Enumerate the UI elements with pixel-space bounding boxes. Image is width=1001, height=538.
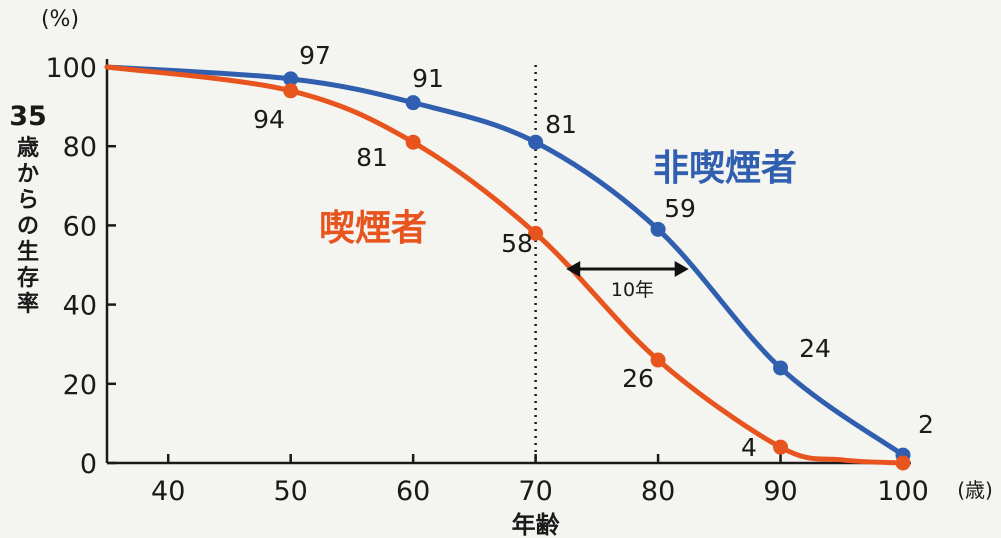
y-axis-title-char: の <box>17 214 39 239</box>
series-name-smoker: 喫煙者 <box>319 208 427 249</box>
x-tick-label: 70 <box>518 476 552 507</box>
data-label: 81 <box>545 110 577 139</box>
series-1-point <box>895 455 911 471</box>
series-1-point <box>283 83 299 99</box>
y-axis-title-char: 率 <box>17 291 39 317</box>
data-label: 81 <box>356 143 388 172</box>
y-tick-label: 20 <box>63 370 97 401</box>
series-group <box>104 64 911 471</box>
x-axis-title: 年齢 <box>512 511 561 538</box>
data-label: 4 <box>741 433 757 462</box>
y-axis-title-char: か <box>17 162 39 187</box>
series-1-point <box>650 352 666 368</box>
series-1-point <box>773 439 789 455</box>
y-unit-label: (%) <box>41 7 79 32</box>
data-label: 97 <box>299 41 331 70</box>
series-0-point <box>405 95 421 111</box>
data-label: 91 <box>412 64 444 93</box>
x-tick-label: 40 <box>151 476 185 507</box>
x-tick-label: 90 <box>763 476 797 507</box>
series-0-point <box>650 221 666 237</box>
data-label: 94 <box>253 105 285 134</box>
annotation-arrow-left-head <box>566 260 581 277</box>
y-tick-label: 0 <box>80 449 97 480</box>
annotation-label: 10年 <box>611 279 654 301</box>
series-1-point <box>528 225 544 241</box>
series-0-point <box>528 134 544 150</box>
y-axis-title-char: 歳 <box>17 136 39 161</box>
y-tick-label: 60 <box>63 211 97 242</box>
data-label: 26 <box>622 364 654 393</box>
x-tick-label: 50 <box>274 476 308 507</box>
y-axis-title-char: ら <box>17 188 39 213</box>
axes: 0 20 40 60 80 100 (%) 40 50 60 70 80 90 100 (歳) 年齢 35 歳から… <box>9 7 993 538</box>
y-axis-title-char: 存 <box>17 265 39 291</box>
x-tick-label: 60 <box>396 476 430 507</box>
data-label: 58 <box>501 229 533 258</box>
series-line-0 <box>104 64 906 458</box>
x-tick-label: 80 <box>641 476 675 507</box>
data-label: 24 <box>799 334 831 363</box>
annotation-group: 10年 <box>566 260 689 301</box>
data-label: 59 <box>664 194 696 223</box>
y-axis-title-number: 35 <box>9 101 47 132</box>
series-0-point <box>283 71 299 87</box>
series-0-point <box>773 360 789 376</box>
series-name-nonsmoker: 非喫煙者 <box>653 148 797 189</box>
series-1-point <box>405 134 421 150</box>
data-label: 2 <box>918 410 934 439</box>
y-tick-label: 100 <box>45 53 97 84</box>
annotation-arrow-right-head <box>674 260 689 277</box>
y-tick-label: 80 <box>63 132 97 163</box>
x-unit-label: (歳) <box>957 478 993 502</box>
x-tick-label: 100 <box>877 476 929 507</box>
y-tick-label: 40 <box>63 291 97 322</box>
y-axis-title-char: 生 <box>17 240 39 265</box>
